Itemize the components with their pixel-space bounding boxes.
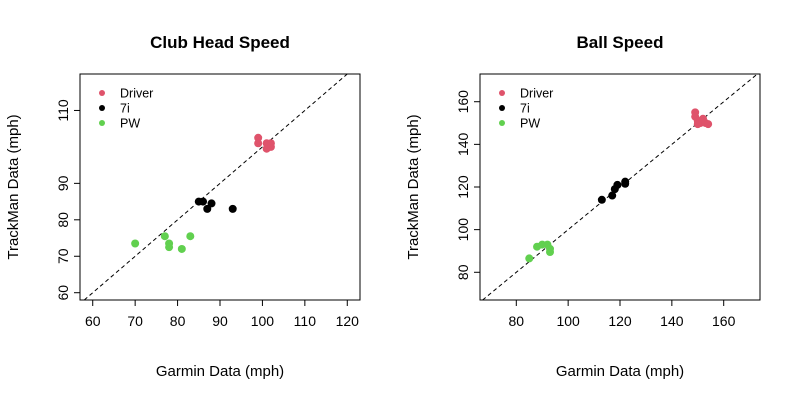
x-tick-label: 80 (170, 313, 186, 329)
data-point-pw (160, 232, 169, 241)
legend-label-7i: 7i (520, 102, 530, 116)
legend-label-pw: PW (120, 117, 140, 131)
y-tick-label: 80 (455, 264, 471, 280)
legend-marker-7i (499, 105, 505, 111)
legend-marker-pw (99, 120, 105, 126)
x-tick-label: 110 (294, 313, 317, 329)
x-axis-label: Garmin Data (mph) (556, 363, 684, 380)
x-axis-label: Garmin Data (mph) (156, 363, 284, 380)
data-point-7i (199, 197, 208, 206)
data-point-7i (203, 204, 212, 213)
data-point-pw (165, 243, 174, 252)
legend-marker-driver (99, 90, 105, 96)
x-tick-label: 70 (127, 313, 143, 329)
x-tick-label: 160 (712, 313, 736, 329)
y-tick-label: 90 (55, 175, 71, 191)
x-tick-label: 120 (608, 313, 632, 329)
data-point-pw (186, 232, 195, 241)
ball-speed-panel: Ball Speed 80 100 120 140 160 80 100 120 140 160 Ga… (405, 33, 761, 380)
x-tick-label: 60 (85, 313, 101, 329)
x-tick-label: 90 (212, 313, 228, 329)
x-tick-label: 80 (509, 313, 525, 329)
data-point-driver (693, 120, 702, 129)
data-point-pw (131, 239, 140, 248)
identity-reference-line (83, 73, 348, 301)
data-point-pw (525, 254, 534, 263)
x-tick-label: 140 (660, 313, 684, 329)
x-tick-label: 100 (251, 313, 275, 329)
data-point-driver (266, 139, 275, 148)
y-tick-label: 80 (55, 212, 71, 228)
data-point-7i (621, 179, 630, 188)
chart-title: Club Head Speed (150, 33, 290, 52)
legend-label-pw: PW (520, 117, 540, 131)
y-tick-label: 70 (55, 248, 71, 264)
legend-label-7i: 7i (120, 102, 130, 116)
chart-title: Ball Speed (577, 33, 664, 52)
data-point-driver (254, 139, 263, 148)
legend-label-driver: Driver (520, 87, 553, 101)
legend-marker-7i (99, 105, 105, 111)
y-tick-label: 140 (455, 132, 471, 156)
data-point-pw (177, 244, 186, 253)
data-point-7i (608, 191, 617, 200)
y-axis-label: TrackMan Data (mph) (405, 114, 422, 259)
legend-marker-driver (499, 90, 505, 96)
data-point-driver (254, 133, 263, 142)
y-tick-label: 100 (455, 218, 471, 242)
club-head-speed-panel: Club Head Speed 60 70 80 90 100 110 120 60 70 80 90… (5, 33, 361, 380)
y-axis-label: TrackMan Data (mph) (5, 114, 22, 259)
data-point-7i (228, 204, 237, 213)
data-point-driver (704, 120, 713, 129)
data-point-7i (207, 199, 216, 208)
data-point-7i (597, 195, 606, 204)
data-point-pw (546, 244, 554, 253)
y-tick-label: 60 (55, 285, 71, 301)
legend-marker-pw (499, 120, 505, 126)
x-tick-label: 120 (336, 313, 360, 329)
legend-label-driver: Driver (120, 87, 153, 101)
x-tick-label: 100 (556, 313, 580, 329)
y-tick-label: 110 (55, 99, 71, 122)
y-tick-label: 120 (455, 175, 471, 199)
y-tick-label: 160 (455, 90, 471, 114)
data-point-7i (613, 180, 622, 189)
